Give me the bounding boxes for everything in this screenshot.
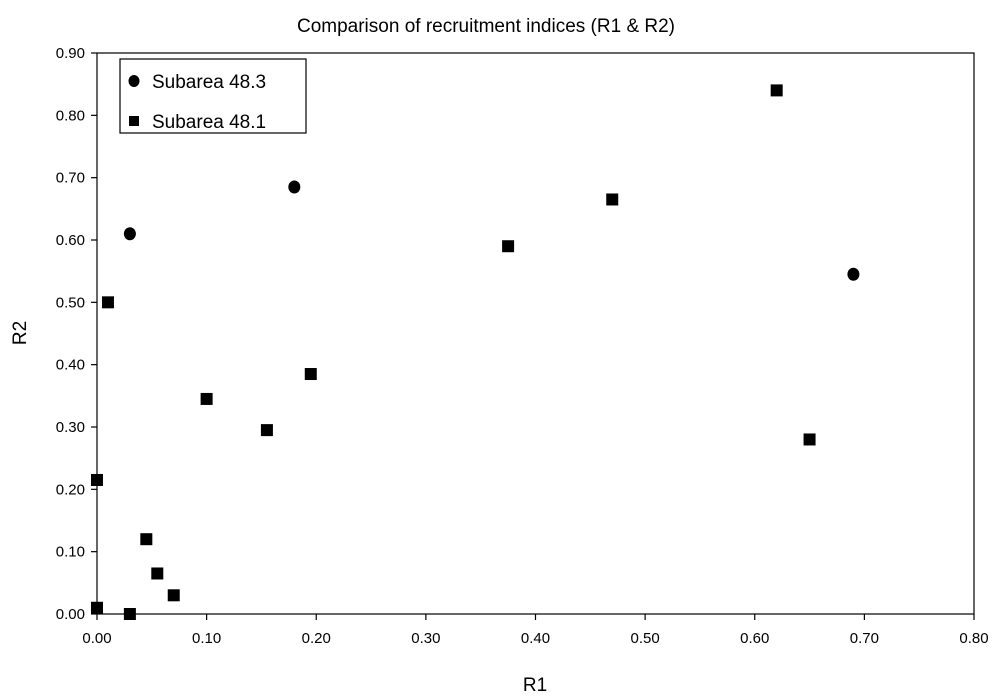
legend-marker-square (129, 116, 139, 126)
data-points (91, 84, 860, 620)
x-tick-label: 0.50 (631, 630, 660, 647)
point-subarea-48-1 (91, 473, 103, 486)
point-subarea-48-1 (770, 84, 783, 97)
legend-label: Subarea 48.1 (152, 112, 266, 133)
x-tick-label: 0.60 (740, 630, 769, 647)
x-axis-title: R1 (523, 675, 547, 696)
x-tick-label: 0.00 (82, 630, 111, 647)
point-subarea-48-1 (260, 424, 273, 437)
y-tick-label: 0.40 (56, 357, 85, 374)
y-tick-label: 0.00 (56, 606, 85, 623)
point-subarea-48-3 (123, 227, 136, 241)
y-tick-label: 0.90 (56, 45, 85, 62)
y-tick-label: 0.70 (56, 170, 85, 187)
y-tick-label: 0.60 (56, 232, 85, 249)
x-tick-label: 0.30 (411, 630, 440, 647)
legend-label: Subarea 48.3 (152, 72, 266, 93)
point-subarea-48-1 (200, 392, 213, 405)
x-tick-label: 0.40 (521, 630, 550, 647)
x-tick-label: 0.20 (302, 630, 331, 647)
x-tick-label: 0.70 (850, 630, 879, 647)
x-tick-label: 0.80 (959, 630, 988, 647)
point-subarea-48-1 (140, 533, 153, 546)
legend-box (119, 58, 307, 134)
point-subarea-48-1 (502, 240, 515, 253)
point-subarea-48-1 (606, 193, 619, 206)
y-tick-label: 0.20 (56, 481, 85, 498)
point-subarea-48-1 (151, 567, 164, 580)
point-subarea-48-1 (167, 589, 180, 602)
point-subarea-48-1 (304, 368, 317, 381)
point-subarea-48-3 (847, 267, 860, 281)
legend: Subarea 48.3 Subarea 48.1 (119, 58, 307, 134)
y-axis: 0.00 0.10 0.20 0.30 0.40 0.50 0.60 0.70 0.80 0.90 (56, 45, 97, 623)
point-subarea-48-1 (803, 433, 816, 446)
x-axis: 0.00 0.10 0.20 0.30 0.40 0.50 0.60 0.70 0.80 (82, 614, 989, 647)
y-tick-label: 0.10 (56, 544, 85, 561)
point-subarea-48-3 (288, 180, 301, 194)
plot-area (96, 52, 975, 615)
y-axis-title: R2 (10, 321, 31, 345)
point-subarea-48-1 (101, 296, 114, 309)
x-tick-label: 0.10 (192, 630, 221, 647)
legend-marker-circle (128, 75, 140, 87)
point-subarea-48-1 (91, 601, 103, 614)
y-tick-label: 0.30 (56, 419, 85, 436)
y-tick-label: 0.50 (56, 294, 85, 311)
point-subarea-48-1 (123, 608, 136, 620)
y-tick-label: 0.80 (56, 107, 85, 124)
chart-title: Comparison of recruitment indices (R1 & … (297, 16, 675, 37)
